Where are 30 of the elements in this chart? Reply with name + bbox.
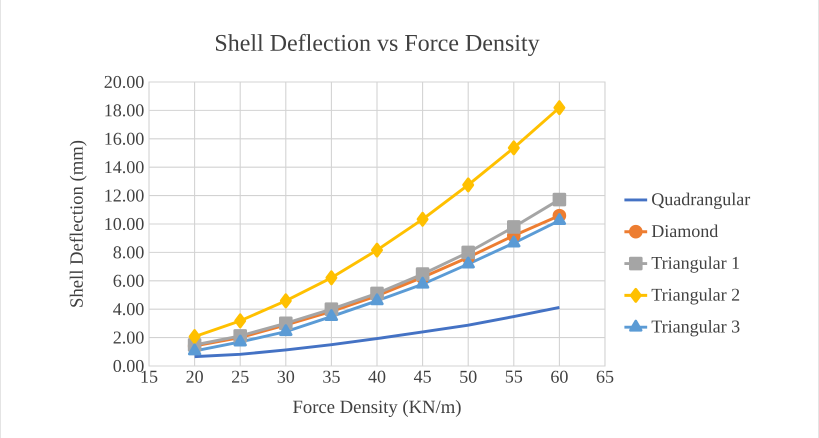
- legend-label: Quadrangular: [652, 192, 750, 210]
- x-tick-label: 25: [232, 370, 249, 383]
- y-tick-label: 10.00: [105, 218, 144, 230]
- y-tick-label: 20.00: [104, 76, 144, 88]
- y-tick-label: 0.00: [113, 360, 144, 372]
- legend-label: Triangular 2: [652, 288, 740, 305]
- x-tick-label: 40: [368, 370, 386, 383]
- x-tick-label: 15: [142, 370, 158, 383]
- y-tick-label: 6.00: [114, 274, 144, 287]
- x-tick-label: 60: [551, 370, 568, 383]
- x-tick-label: 35: [323, 370, 340, 383]
- legend-label: Triangular 1: [652, 256, 740, 273]
- y-tick-label: 18.00: [105, 104, 144, 116]
- y-tick-label: 2.00: [114, 331, 144, 344]
- y-tick-label: 14.00: [105, 161, 144, 174]
- x-tick-label: 45: [414, 370, 431, 383]
- x-tick-label: 65: [596, 370, 614, 383]
- legend-label: Diamond: [652, 224, 718, 238]
- y-tick-label: 12.00: [105, 189, 144, 202]
- legend-label: Triangular 3: [652, 320, 740, 336]
- x-tick-label: 55: [506, 370, 522, 383]
- y-tick-label: 4.00: [113, 303, 144, 316]
- y-tick-label: 8.00: [113, 246, 144, 258]
- x-tick-label: 50: [460, 370, 477, 383]
- y-tick-label: 16.00: [105, 132, 144, 145]
- x-tick-label: 30: [278, 370, 294, 383]
- y-axis-title: Shell Deflection (mm): [70, 140, 87, 307]
- chart-title: Shell Deflection vs Force Density: [216, 34, 540, 56]
- x-tick-label: 20: [186, 370, 203, 383]
- x-axis-title: Force Density (KN/m): [293, 400, 461, 417]
